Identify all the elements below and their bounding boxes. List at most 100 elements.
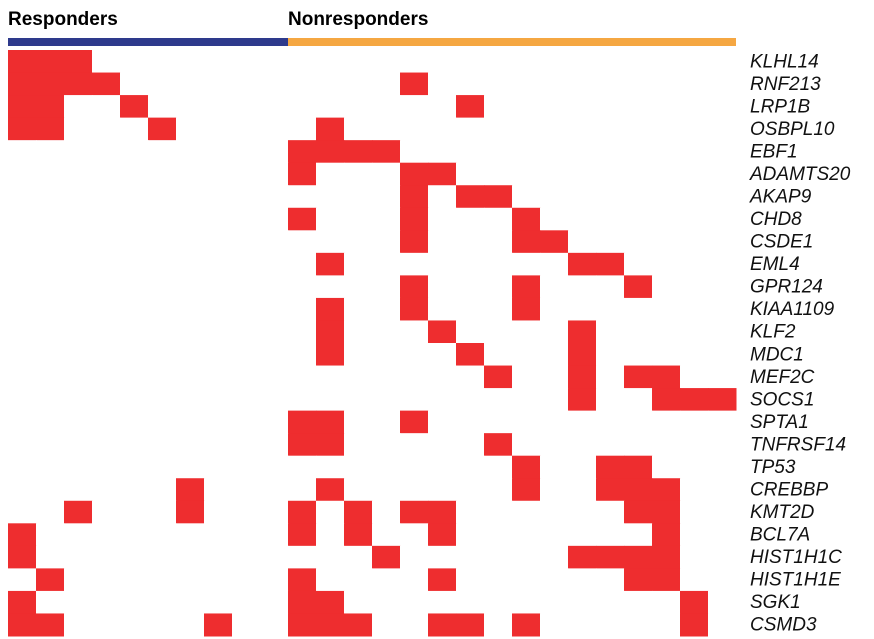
cell bbox=[680, 50, 709, 74]
cell bbox=[652, 320, 681, 344]
cell bbox=[652, 162, 681, 186]
cell bbox=[540, 410, 569, 434]
cell bbox=[316, 343, 345, 367]
cell bbox=[64, 568, 93, 592]
cell bbox=[36, 433, 65, 457]
cell bbox=[204, 185, 233, 209]
cell bbox=[120, 455, 149, 479]
cell bbox=[64, 297, 93, 321]
cell bbox=[400, 162, 429, 186]
cell bbox=[596, 455, 625, 479]
cell bbox=[176, 568, 205, 592]
cell bbox=[36, 343, 65, 367]
cell bbox=[204, 545, 233, 569]
cell bbox=[316, 433, 345, 457]
cell bbox=[708, 252, 737, 276]
cell bbox=[624, 613, 653, 637]
cell bbox=[8, 478, 37, 502]
cell bbox=[120, 365, 149, 389]
cell bbox=[624, 117, 653, 141]
cell bbox=[36, 500, 65, 524]
cell bbox=[596, 320, 625, 344]
cell bbox=[680, 365, 709, 389]
cell bbox=[120, 117, 149, 141]
cell bbox=[708, 523, 737, 547]
cell bbox=[428, 410, 457, 434]
cell bbox=[484, 455, 513, 479]
cell bbox=[568, 95, 597, 119]
cell bbox=[540, 433, 569, 457]
cell bbox=[64, 523, 93, 547]
cell bbox=[316, 50, 345, 74]
cell bbox=[344, 545, 373, 569]
cell bbox=[512, 365, 541, 389]
cell bbox=[484, 500, 513, 524]
cell bbox=[512, 388, 541, 412]
cell bbox=[288, 568, 317, 592]
cell bbox=[204, 162, 233, 186]
cell bbox=[120, 433, 149, 457]
cell bbox=[8, 252, 37, 276]
cell bbox=[652, 568, 681, 592]
cell bbox=[540, 455, 569, 479]
cell bbox=[204, 343, 233, 367]
cell bbox=[260, 545, 289, 569]
row-label: LRP1B bbox=[750, 96, 811, 117]
cell bbox=[232, 388, 261, 412]
cell bbox=[316, 230, 345, 254]
cell bbox=[36, 523, 65, 547]
cell bbox=[232, 162, 261, 186]
cell bbox=[92, 545, 121, 569]
cell bbox=[344, 275, 373, 299]
cell bbox=[596, 275, 625, 299]
cell bbox=[372, 230, 401, 254]
cell bbox=[36, 365, 65, 389]
cell bbox=[708, 230, 737, 254]
cell bbox=[596, 207, 625, 231]
cell bbox=[596, 50, 625, 74]
cell bbox=[456, 275, 485, 299]
cell bbox=[540, 95, 569, 119]
cell bbox=[400, 140, 429, 164]
cell bbox=[8, 410, 37, 434]
cell bbox=[288, 365, 317, 389]
cell bbox=[568, 230, 597, 254]
cell bbox=[36, 50, 65, 74]
cell bbox=[64, 72, 93, 96]
cell bbox=[120, 410, 149, 434]
cell bbox=[36, 162, 65, 186]
cell bbox=[148, 230, 177, 254]
row-label: TP53 bbox=[750, 457, 796, 478]
cell bbox=[8, 320, 37, 344]
cell bbox=[260, 162, 289, 186]
cell bbox=[8, 590, 37, 614]
cell bbox=[624, 590, 653, 614]
cell bbox=[176, 478, 205, 502]
cell bbox=[344, 590, 373, 614]
cell bbox=[288, 140, 317, 164]
cell bbox=[316, 478, 345, 502]
cell bbox=[624, 275, 653, 299]
cell bbox=[92, 117, 121, 141]
cell bbox=[8, 365, 37, 389]
cell bbox=[624, 545, 653, 569]
row-label: TNFRSF14 bbox=[750, 434, 846, 455]
row-label: KLF2 bbox=[750, 322, 796, 343]
cell bbox=[372, 388, 401, 412]
cell bbox=[680, 478, 709, 502]
cell bbox=[204, 433, 233, 457]
cell bbox=[484, 545, 513, 569]
cell bbox=[176, 185, 205, 209]
cell bbox=[624, 343, 653, 367]
cell bbox=[680, 117, 709, 141]
cell bbox=[624, 320, 653, 344]
cell bbox=[36, 275, 65, 299]
cell bbox=[176, 455, 205, 479]
cell bbox=[596, 433, 625, 457]
cell bbox=[708, 185, 737, 209]
cell bbox=[680, 433, 709, 457]
row-label: HIST1H1E bbox=[750, 570, 841, 591]
cell bbox=[596, 162, 625, 186]
cell bbox=[652, 545, 681, 569]
